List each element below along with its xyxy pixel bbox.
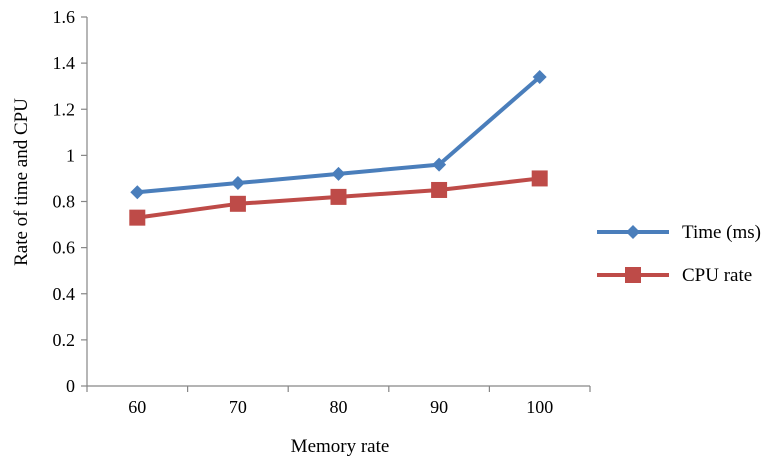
x-axis-ticks: 60 70 80 90 100 xyxy=(86,386,591,417)
legend: Time (ms) CPU rate xyxy=(597,222,761,286)
series-layer xyxy=(129,69,548,226)
data-point-diamond xyxy=(432,157,447,172)
y-tick-label: 0.4 xyxy=(53,284,76,304)
y-axis-title: Rate of time and CPU xyxy=(11,98,32,266)
legend-marker-diamond xyxy=(626,225,640,239)
data-point-square xyxy=(229,195,246,212)
data-point-diamond xyxy=(130,185,145,200)
legend-item: Time (ms) xyxy=(597,222,761,243)
y-axis-ticks: 0 0.2 0.4 0.6 0.8 1 1.2 1.4 1.6 xyxy=(53,7,87,396)
legend-item: CPU rate xyxy=(597,265,752,286)
y-tick-label: 1.2 xyxy=(53,99,76,119)
y-tick-label: 1 xyxy=(66,145,75,165)
data-point-square xyxy=(330,188,347,205)
x-tick-label: 60 xyxy=(128,397,146,417)
legend-label: CPU rate xyxy=(682,265,752,286)
series-1 xyxy=(129,170,548,226)
series-0 xyxy=(130,69,547,200)
legend-marker-square xyxy=(625,267,641,283)
y-tick-label: 0.6 xyxy=(53,238,76,258)
y-tick-label: 0.8 xyxy=(53,192,76,212)
y-tick-label: 1.6 xyxy=(53,7,76,27)
y-tick-label: 0 xyxy=(66,376,75,396)
x-axis-title: Memory rate xyxy=(291,436,390,457)
data-point-square xyxy=(531,170,548,187)
y-tick-label: 1.4 xyxy=(53,53,76,73)
x-tick-label: 100 xyxy=(526,397,553,417)
y-tick-label: 0.2 xyxy=(53,330,76,350)
x-tick-label: 90 xyxy=(430,397,448,417)
data-point-diamond xyxy=(331,166,346,181)
x-tick-label: 80 xyxy=(330,397,348,417)
data-point-square xyxy=(431,181,448,198)
data-point-diamond xyxy=(532,69,547,84)
legend-label: Time (ms) xyxy=(682,222,761,243)
data-point-square xyxy=(129,209,146,226)
data-point-diamond xyxy=(230,176,245,191)
x-tick-label: 70 xyxy=(229,397,247,417)
